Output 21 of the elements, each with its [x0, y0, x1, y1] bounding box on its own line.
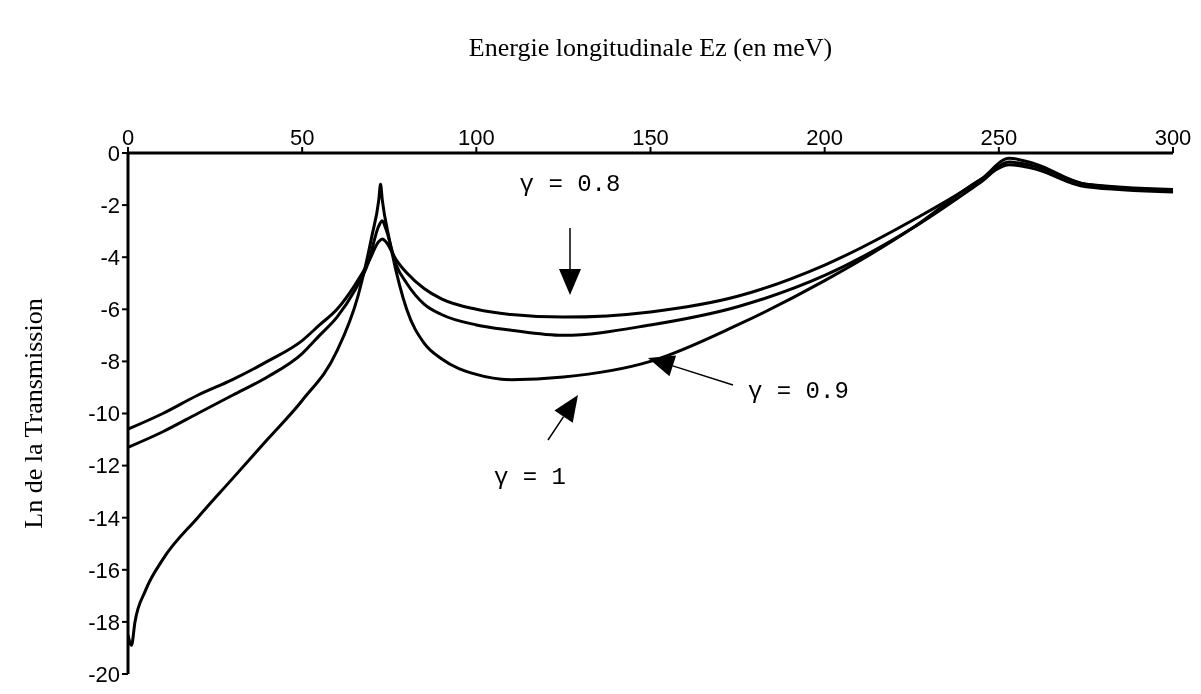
x-tick-label: 300 [1154, 125, 1192, 150]
y-tick-label: -8 [100, 349, 120, 375]
y-tick-label: -16 [88, 557, 120, 583]
y-tick-label: -20 [88, 661, 120, 687]
y-axis-title: Ln de la Transmission [19, 298, 49, 529]
y-tick-label: -14 [88, 505, 120, 531]
y-tick-label: -18 [88, 609, 120, 635]
x-tick-label: 250 [980, 125, 1018, 150]
x-tick-label: 200 [806, 125, 844, 150]
x-tick-label: 150 [632, 125, 669, 150]
y-tick-label: -12 [88, 453, 120, 479]
y-tick-label: -6 [100, 297, 120, 323]
x-axis-title: Energie longitudinale Ez (en meV) [468, 33, 833, 63]
x-tick-label: 100 [457, 125, 495, 150]
x-tick-label: 50 [289, 125, 315, 150]
annotation: γ = 1 [493, 464, 567, 492]
y-tick-label: -10 [88, 401, 120, 427]
annotation: γ = 0.9 [748, 378, 849, 406]
y-tick-label: -2 [100, 192, 120, 218]
y-tick-label: -4 [100, 245, 120, 271]
annotation: γ = 0.8 [519, 171, 621, 199]
